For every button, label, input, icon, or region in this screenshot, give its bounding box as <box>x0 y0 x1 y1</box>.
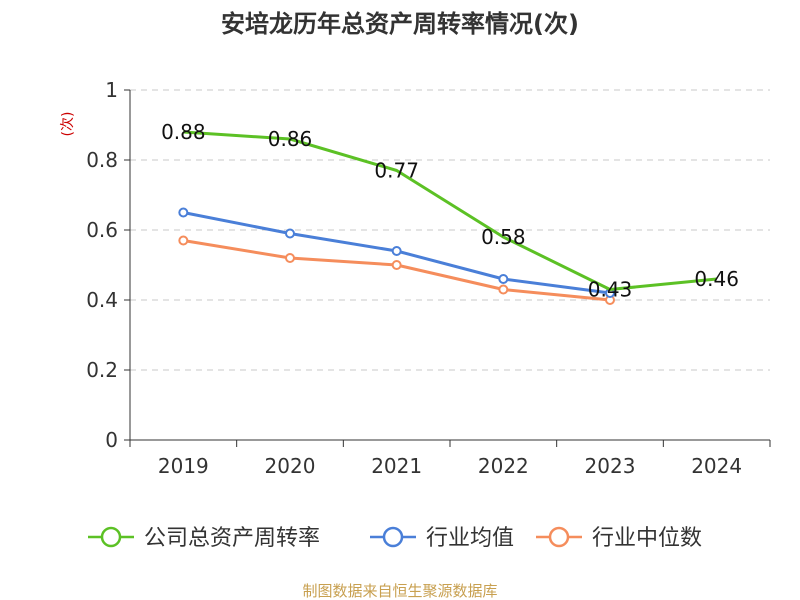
series-2-point-2022 <box>498 284 509 295</box>
legend-marker-2 <box>548 526 570 548</box>
x-tick-label-2023: 2023 <box>585 454 636 478</box>
y-tick-label-4: 0.8 <box>86 148 118 172</box>
data-label-2020: 0.86 <box>268 127 313 151</box>
data-labels: 0.88 0.86 0.77 0.58 0.43 0.46 <box>161 120 739 302</box>
data-label-2024: 0.46 <box>694 267 739 291</box>
x-tick-label-2022: 2022 <box>478 454 529 478</box>
series-1-point-2022 <box>498 274 509 284</box>
legend-label-0: 公司总资产周转率 <box>144 526 320 551</box>
source-note: 制图数据来自恒生聚源数据库 <box>302 582 497 600</box>
axes <box>124 89 771 447</box>
legend-label-1: 行业均值 <box>426 526 514 551</box>
series-1-point-2021 <box>391 246 402 256</box>
y-tick-label-2: 0.4 <box>86 288 118 312</box>
y-tick-label-0: 0 <box>105 428 118 452</box>
series-line-0 <box>183 130 717 291</box>
x-tick-label-2021: 2021 <box>371 454 422 478</box>
y-tick-label-3: 0.6 <box>86 218 118 242</box>
gridlines <box>130 89 770 371</box>
chart-title: 安培龙历年总资产周转率情况(次) <box>221 10 579 38</box>
data-label-2023: 0.43 <box>588 278 633 302</box>
series-2-point-2021 <box>391 260 402 270</box>
series-1-point-2020 <box>285 228 295 239</box>
data-label-2019: 0.88 <box>161 120 206 144</box>
legend-marker-0 <box>100 526 122 548</box>
x-tick-label-2024: 2024 <box>691 454 742 478</box>
legend-marker-1 <box>382 526 404 548</box>
x-tick-label-2020: 2020 <box>265 454 316 478</box>
y-tick-label-1: 0.2 <box>86 358 118 382</box>
y-axis-label: (次) <box>60 112 76 137</box>
series-1-point-2019 <box>178 207 189 218</box>
legend: 公司总资产周转率 行业均值 行业中位数 <box>88 526 702 551</box>
tick-labels: 0 0.2 0.4 0.6 0.8 1 2019 2020 2021 2022 2023 2024 <box>86 78 742 478</box>
data-label-2021: 0.77 <box>374 159 419 183</box>
data-label-2022: 0.58 <box>481 225 526 249</box>
series-lines <box>178 130 717 305</box>
legend-label-2: 行业中位数 <box>592 526 702 551</box>
series-2-point-2019 <box>178 235 189 246</box>
y-tick-label-5: 1 <box>105 78 118 102</box>
x-tick-label-2019: 2019 <box>158 454 209 478</box>
series-2-point-2020 <box>285 253 295 263</box>
